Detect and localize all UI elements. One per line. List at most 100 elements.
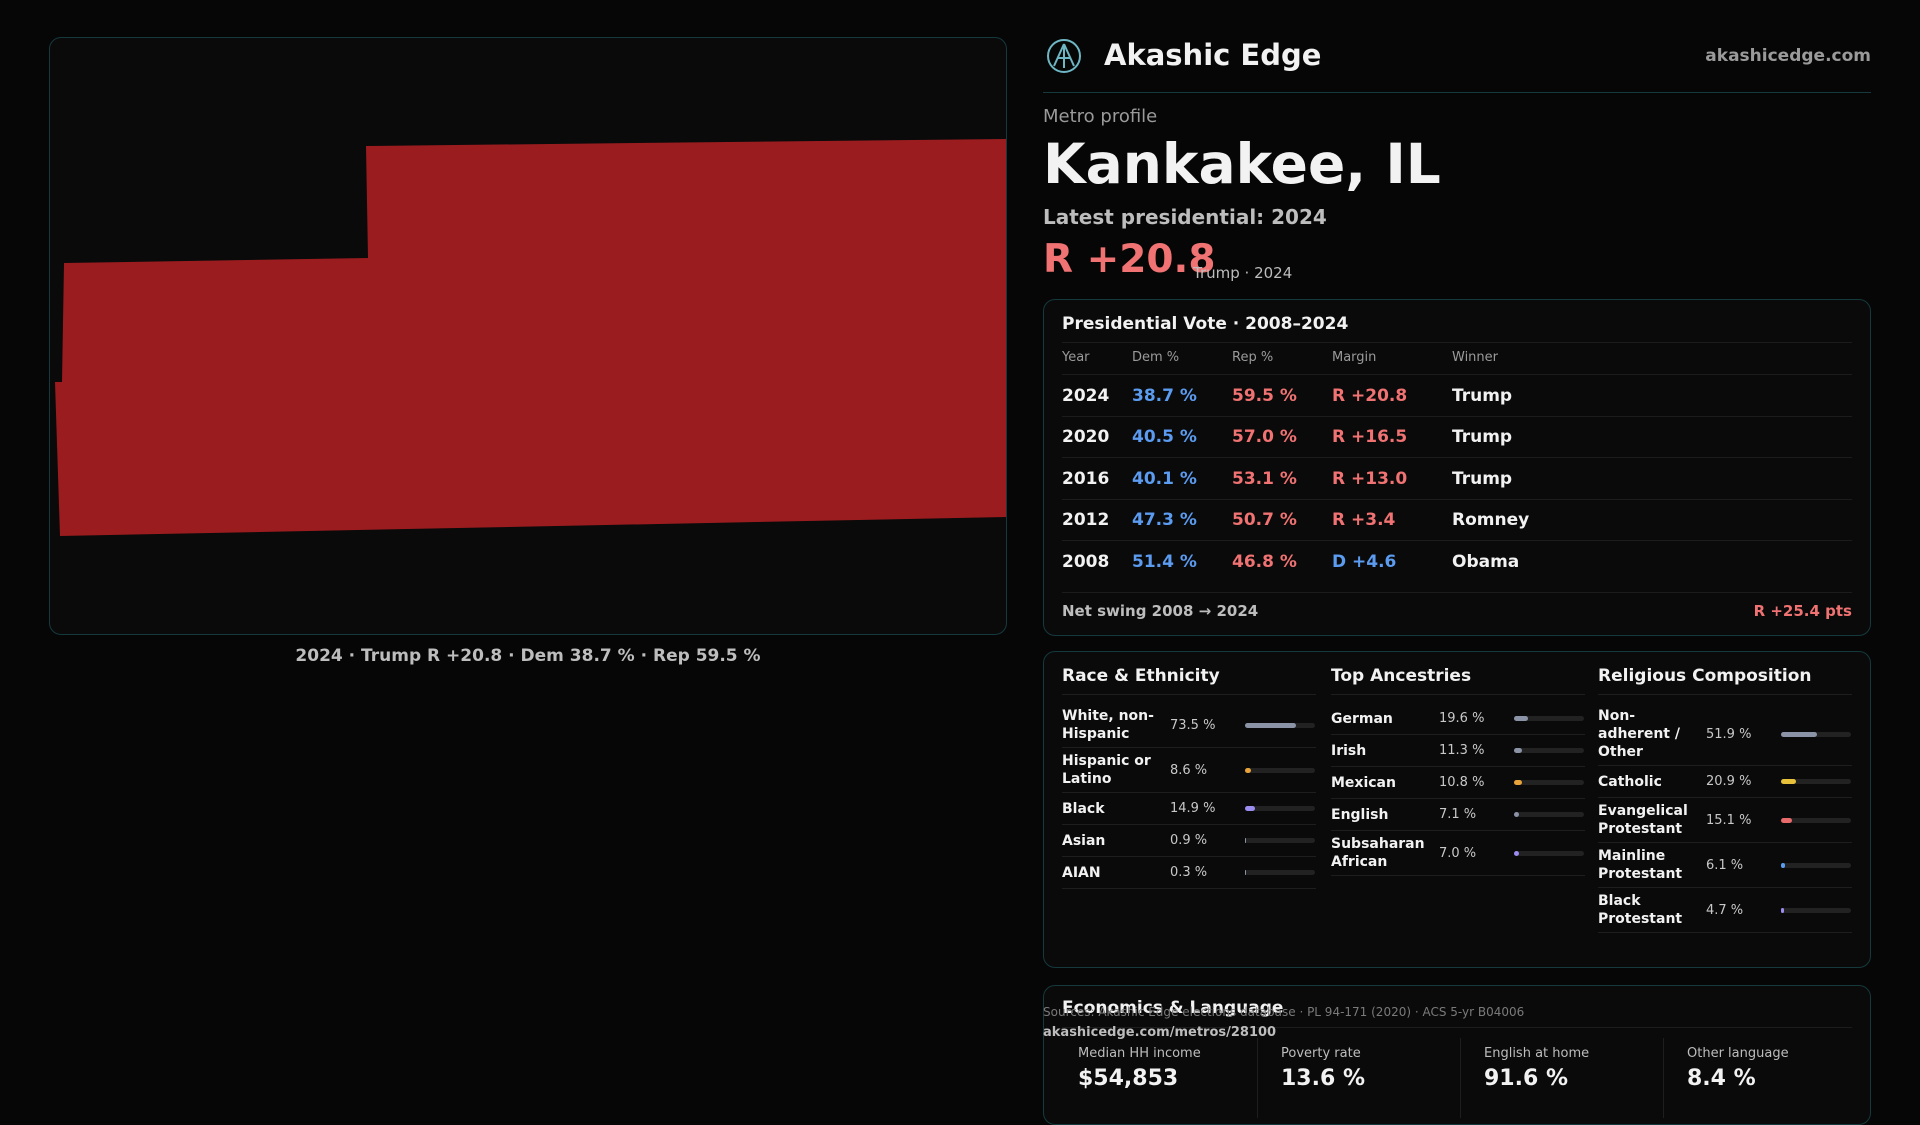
divider <box>1460 1038 1461 1118</box>
domain-link[interactable]: akashicedge.com <box>1705 46 1871 66</box>
vote-panel: Presidential Vote · 2008–2024 Net swing … <box>1043 299 1871 636</box>
stat-label: Poverty rate <box>1281 1046 1361 1061</box>
bar-track <box>1781 863 1851 868</box>
vote-cell: Trump <box>1452 427 1512 447</box>
item-value: 51.9 % <box>1706 727 1781 742</box>
vote-cell: 51.4 % <box>1132 552 1197 572</box>
stat-label: Other language <box>1687 1046 1789 1061</box>
vote-cell: Trump <box>1452 386 1512 406</box>
metro-name: Kankakee, IL <box>1043 132 1441 196</box>
vote-cell: 40.5 % <box>1132 427 1197 447</box>
bar <box>1514 748 1522 753</box>
vote-cell: 57.0 % <box>1232 427 1297 447</box>
vote-cell: R +16.5 <box>1332 427 1407 447</box>
item-label: Catholic <box>1598 773 1706 791</box>
item-value: 20.9 % <box>1706 774 1781 789</box>
bar <box>1514 780 1522 785</box>
section-title: Top Ancestries <box>1331 666 1585 695</box>
vote-cell: 40.1 % <box>1132 469 1197 489</box>
logo <box>1046 38 1082 74</box>
item-value: 7.1 % <box>1439 807 1514 822</box>
item-label: Mainline Protestant <box>1598 847 1706 883</box>
brand: Akashic Edge <box>1104 38 1321 72</box>
item-value: 7.0 % <box>1439 846 1514 861</box>
bar-track <box>1514 748 1584 753</box>
item-label: Mexican <box>1331 774 1439 792</box>
item-label: Subsaharan African <box>1331 835 1439 871</box>
vote-cell: Trump <box>1452 469 1512 489</box>
item-value: 0.3 % <box>1170 865 1245 880</box>
item-label: Black Protestant <box>1598 892 1706 928</box>
stat-value: 91.6 % <box>1484 1066 1568 1091</box>
bar <box>1514 851 1519 856</box>
vote-cell: D +4.6 <box>1332 552 1396 572</box>
page: 2024 · Trump R +20.8 · Dem 38.7 % · Rep … <box>0 0 1920 1080</box>
bar-track <box>1514 851 1584 856</box>
bar-track <box>1781 908 1851 913</box>
vote-cell: 2024 <box>1062 386 1109 406</box>
swing-label: Net swing 2008 → 2024 <box>1062 602 1258 620</box>
divider <box>1043 92 1871 93</box>
column-header: Year <box>1062 350 1090 365</box>
column-header: Winner <box>1452 350 1498 365</box>
vote-cell: 50.7 % <box>1232 510 1297 530</box>
item-label: Non-adherent / Other <box>1598 707 1706 761</box>
bar <box>1781 818 1792 823</box>
bar <box>1245 838 1246 843</box>
vote-cell: 2012 <box>1062 510 1109 530</box>
bar <box>1245 806 1255 811</box>
item-value: 11.3 % <box>1439 743 1514 758</box>
vote-cell: R +20.8 <box>1332 386 1407 406</box>
section-title: Religious Composition <box>1598 666 1852 695</box>
margin: R +20.8 <box>1043 237 1216 282</box>
bar-track <box>1245 838 1315 843</box>
vote-cell: Romney <box>1452 510 1529 530</box>
stat-value: 8.4 % <box>1687 1066 1756 1091</box>
item-label: Evangelical Protestant <box>1598 802 1706 838</box>
bar <box>1781 779 1796 784</box>
vote-cell: R +3.4 <box>1332 510 1395 530</box>
demographic-column: Religious Composition Non-adherent / Othe… <box>1598 666 1852 933</box>
item-label: Hispanic or Latino <box>1062 752 1170 788</box>
bar-track <box>1781 732 1851 737</box>
vote-cell: R +13.0 <box>1332 469 1407 489</box>
map-caption: 2024 · Trump R +20.8 · Dem 38.7 % · Rep … <box>295 646 760 666</box>
vote-cell: 59.5 % <box>1232 386 1297 406</box>
map-panel <box>49 37 1007 635</box>
item-value: 73.5 % <box>1170 718 1245 733</box>
vote-cell: 2016 <box>1062 469 1109 489</box>
item-value: 10.8 % <box>1439 775 1514 790</box>
bar <box>1514 812 1519 817</box>
vote-title: Presidential Vote · 2008–2024 <box>1062 314 1348 334</box>
bar <box>1781 863 1785 868</box>
item-label: English <box>1331 806 1439 824</box>
item-value: 0.9 % <box>1170 833 1245 848</box>
swing-value: R +25.4 pts <box>1754 602 1852 620</box>
item-value: 15.1 % <box>1706 813 1781 828</box>
vote-cell: 38.7 % <box>1132 386 1197 406</box>
page-url[interactable]: akashicedge.com/metros/28100 <box>1043 1025 1276 1040</box>
stat-value: 13.6 % <box>1281 1066 1365 1091</box>
divider <box>1062 592 1852 593</box>
vote-cell: 2008 <box>1062 552 1109 572</box>
divider <box>1062 342 1852 343</box>
item-value: 8.6 % <box>1170 763 1245 778</box>
